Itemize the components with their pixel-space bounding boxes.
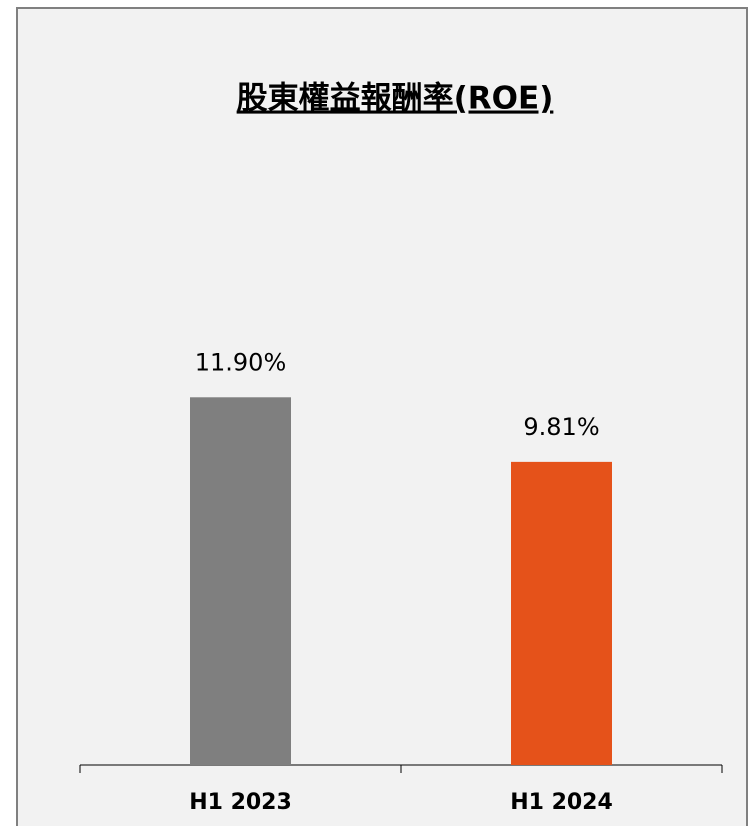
bar [190,397,291,765]
chart-frame [16,7,748,826]
x-tick-label: H1 2023 [189,790,292,815]
chart-title: 股東權益報酬率(ROE) [237,81,554,117]
bar [511,461,612,765]
data-label: 9.81% [523,413,599,441]
data-label: 11.90% [195,348,287,376]
x-tick-label: H1 2024 [510,790,613,815]
